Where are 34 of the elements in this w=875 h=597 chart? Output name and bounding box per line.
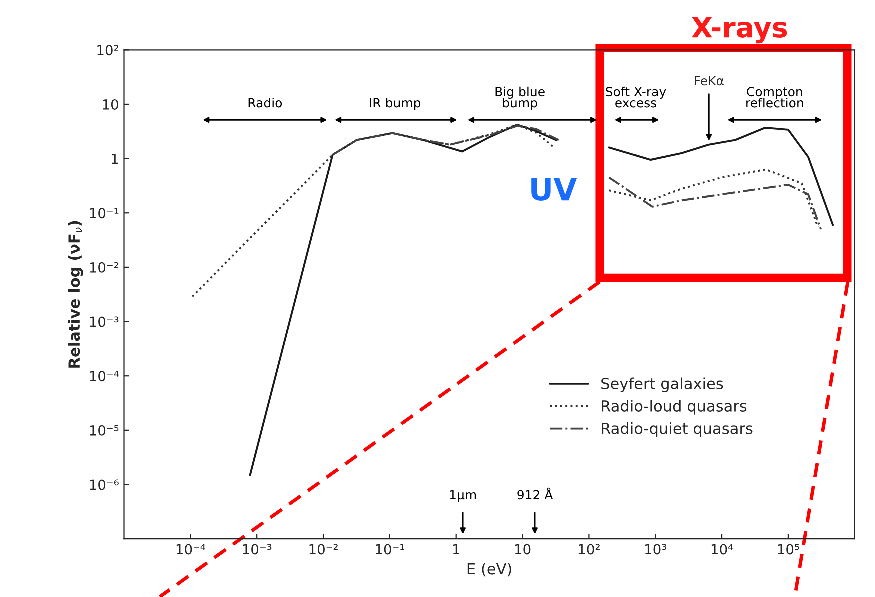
x-axis-title: E (eV) xyxy=(468,562,512,577)
y-tick-label: 1 xyxy=(112,154,118,164)
annotation: Big blue bump xyxy=(496,86,545,110)
y-tick-label: 10⁻² xyxy=(90,262,119,273)
legend-label: Seyfert galaxies xyxy=(602,378,724,392)
y-tick-label: 10² xyxy=(98,45,119,56)
x-tick-label: 10⁴ xyxy=(712,544,734,555)
legend-label: Radio-quiet quasars xyxy=(602,422,753,438)
legend-label: Radio-loud quasars xyxy=(602,400,747,415)
x-tick-label: 10 xyxy=(515,544,531,555)
x-tick-label: 10⁻² xyxy=(310,544,338,555)
x-tick-label: 10⁵ xyxy=(778,544,800,555)
annotation: 1μm xyxy=(450,490,476,502)
y-tick-label: 10⁻³ xyxy=(90,316,119,328)
annotation: Compton reflection xyxy=(746,87,804,108)
annotation: IR bump xyxy=(370,98,421,110)
y-tick-label: 10⁻⁴ xyxy=(90,371,119,382)
annotation: UV xyxy=(532,178,578,201)
x-tick-label: 10⁻⁴ xyxy=(176,544,206,555)
annotation: Radio xyxy=(248,98,282,108)
y-tick-label: 10 xyxy=(103,99,118,110)
y-tick-label: 10⁻¹ xyxy=(90,208,119,219)
x-tick-label: 10² xyxy=(579,544,600,555)
x-tick-label: 10⁻³ xyxy=(243,544,272,555)
x-tick-label: 10³ xyxy=(646,544,667,555)
y-tick-label: 10⁻⁶ xyxy=(90,480,119,490)
annotation: 912 Å xyxy=(518,488,554,500)
text: X-rays xyxy=(692,17,788,44)
x-tick-label: 10⁻¹ xyxy=(376,544,404,555)
x-tick-label: 1 xyxy=(453,544,460,555)
y-tick-label: 10⁻⁵ xyxy=(90,425,119,436)
annotation: FeKα xyxy=(695,76,724,86)
annotation: Soft X-ray excess xyxy=(606,86,666,108)
y-axis-title: Relative log (νF$_{ν}$) xyxy=(68,221,84,368)
